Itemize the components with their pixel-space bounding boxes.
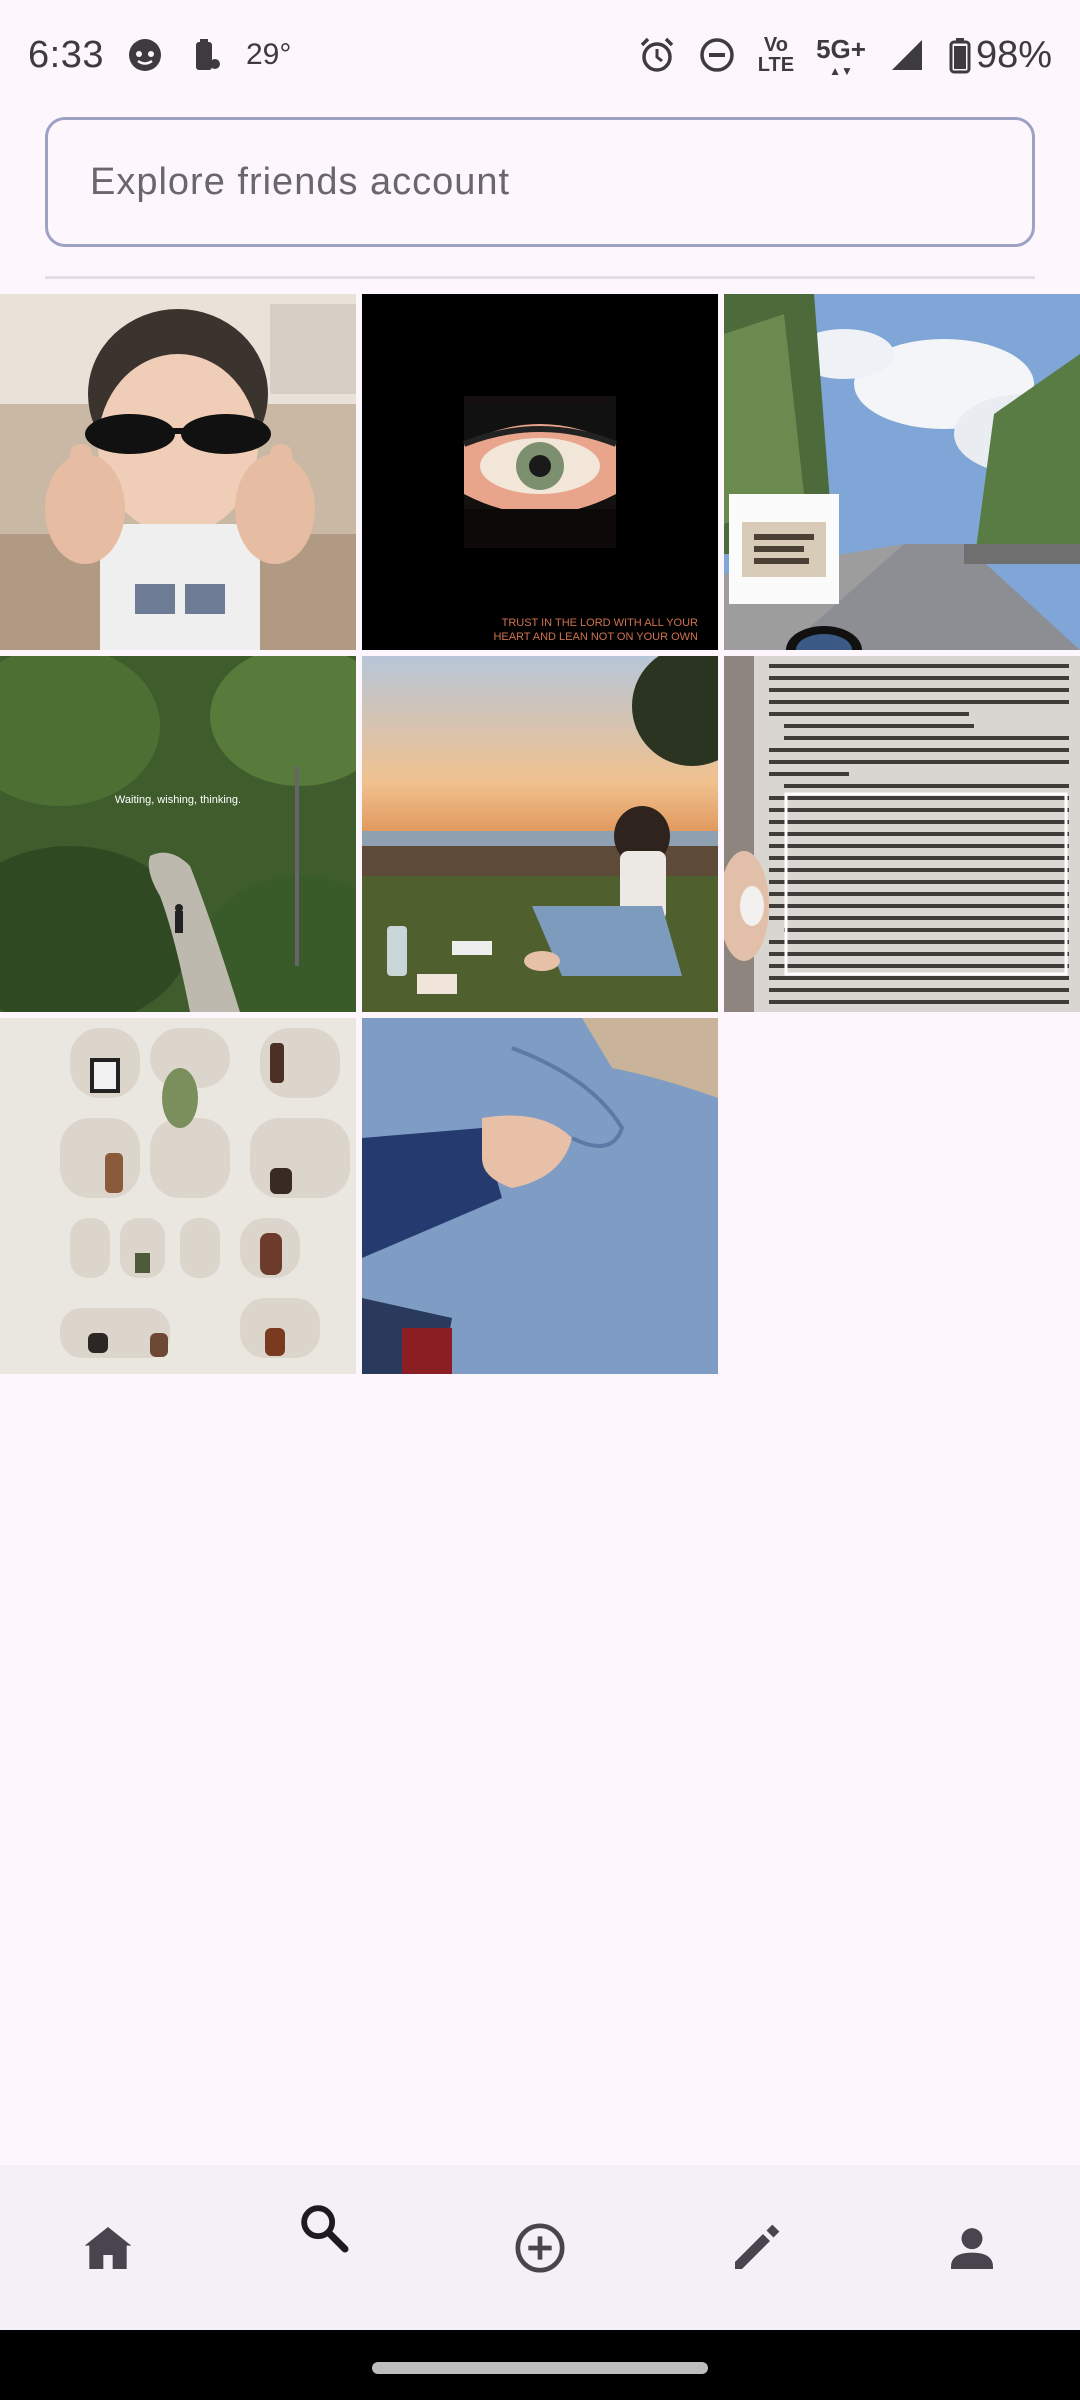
add-circle-icon <box>515 2223 565 2272</box>
eye-caption-line2: HEART AND LEAN NOT ON YOUR OWN <box>493 631 698 643</box>
photo-forest-path-image <box>0 656 356 1012</box>
nav-home[interactable] <box>48 2188 168 2308</box>
forest-caption: Waiting, wishing, thinking. <box>114 794 242 806</box>
dnd-icon <box>698 36 736 74</box>
divider <box>45 276 1035 279</box>
nav-add[interactable] <box>480 2188 600 2308</box>
photo-book-page-image <box>724 656 1080 1012</box>
photo-child-sunglasses-image <box>0 294 356 650</box>
photo-grid: TRUST IN THE LORD WITH ALL YOUR HEART AN… <box>0 294 1080 1374</box>
photo-book-page[interactable] <box>724 656 1080 1012</box>
pencil-icon <box>735 2224 780 2269</box>
signal-icon <box>888 36 926 74</box>
photo-eye-illustration[interactable]: TRUST IN THE LORD WITH ALL YOUR HEART AN… <box>362 294 718 650</box>
eye-caption-line1: TRUST IN THE LORD WITH ALL YOUR <box>501 617 698 629</box>
gesture-handle[interactable] <box>372 2362 708 2374</box>
photo-forest-path[interactable]: Waiting, wishing, thinking. <box>0 656 356 1012</box>
home-icon <box>84 2226 132 2269</box>
photo-shelf-niches[interactable] <box>0 1018 356 1374</box>
volte-top-label: Vo <box>763 34 788 56</box>
battery-icon <box>948 36 972 74</box>
alarm-icon <box>638 36 676 74</box>
search-input[interactable] <box>90 160 1032 204</box>
search-box[interactable] <box>45 117 1035 247</box>
photo-denim-hand-image <box>362 1018 718 1374</box>
battery-saver-icon <box>186 36 224 74</box>
nav-search[interactable] <box>264 2188 384 2308</box>
battery-indicator: 98% <box>948 34 1052 77</box>
volte-bottom-label: LTE <box>757 54 795 76</box>
nav-profile[interactable] <box>912 2188 1032 2308</box>
eye-caption: TRUST IN THE LORD WITH ALL YOUR HEART AN… <box>362 616 698 644</box>
photo-road-trees-image <box>724 294 1080 650</box>
battery-percent: 98% <box>975 33 1052 76</box>
status-bar-right: Vo LTE 5G+ ▲▼ 98% <box>638 34 1052 77</box>
network-label: 5G+ <box>816 33 866 64</box>
bottom-nav <box>0 2165 1080 2330</box>
photo-eye-illustration-image <box>362 294 718 650</box>
face-icon <box>126 36 164 74</box>
status-temperature: 29° <box>245 38 292 71</box>
photo-denim-hand[interactable] <box>362 1018 718 1374</box>
network-arrows-icon: ▲▼ <box>829 63 853 78</box>
5g-icon: 5G+ ▲▼ <box>816 34 866 77</box>
photo-shelf-niches-image <box>0 1018 356 1374</box>
person-icon <box>951 2227 993 2269</box>
photo-child-sunglasses[interactable] <box>0 294 356 650</box>
status-bar-left: 6:33 29° <box>28 34 291 77</box>
photo-sunset-sitting[interactable] <box>362 656 718 1012</box>
photo-sunset-sitting-image <box>362 656 718 1012</box>
search-icon <box>301 2204 349 2252</box>
volte-icon: Vo LTE <box>758 35 794 75</box>
photo-road-trees[interactable] <box>724 294 1080 650</box>
nav-edit[interactable] <box>696 2188 816 2308</box>
status-time: 6:33 <box>28 33 104 76</box>
status-bar: 6:33 29° Vo LTE 5G+ ▲▼ 98% <box>0 0 1080 110</box>
